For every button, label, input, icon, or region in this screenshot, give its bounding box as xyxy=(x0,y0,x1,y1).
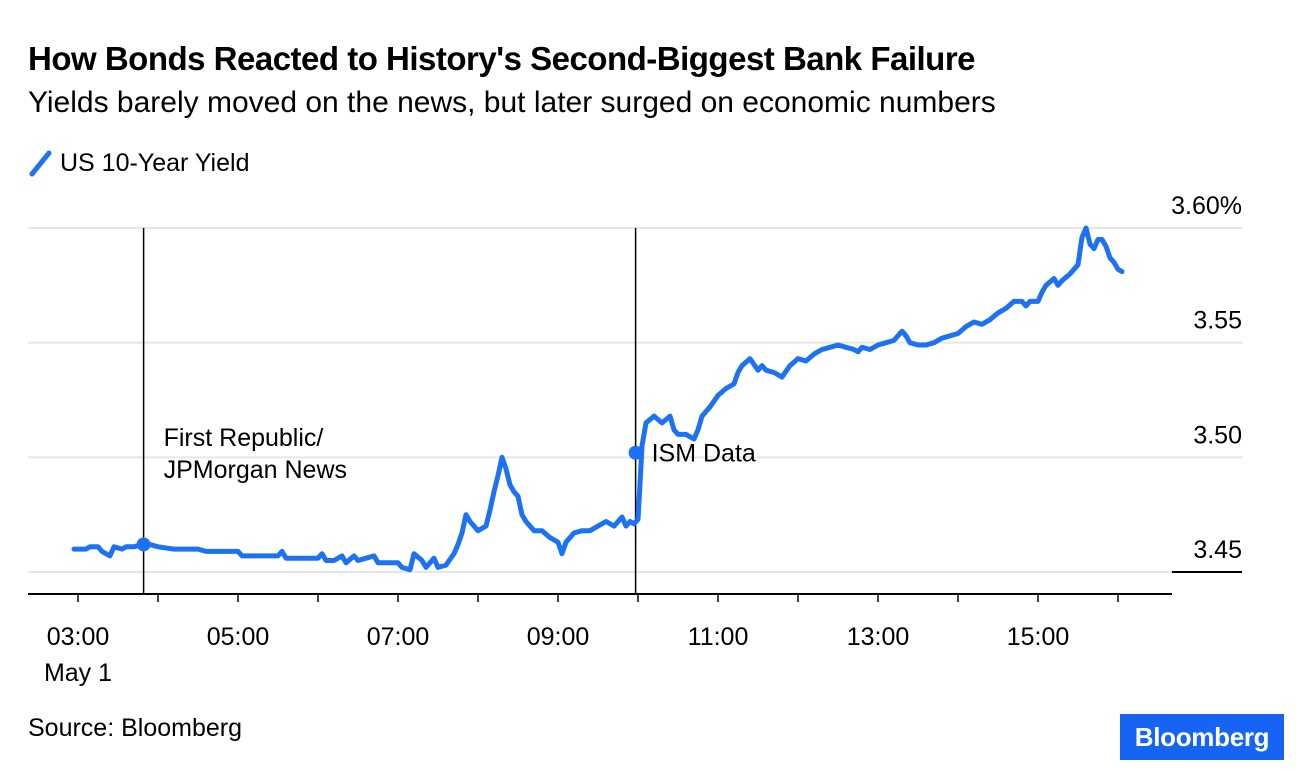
y-tick-label: 3.45 xyxy=(1193,536,1242,564)
annotation-label: First Republic/ xyxy=(164,424,324,452)
series-line-us-10-year-yield xyxy=(71,225,1125,573)
annotation-label: ISM Data xyxy=(652,440,756,468)
x-tick-label: 11:00 xyxy=(688,623,749,651)
x-tick-label: 15:00 xyxy=(1007,623,1070,651)
x-tick-sublabel: May 1 xyxy=(44,659,112,687)
x-tick-label: 03:00 xyxy=(47,623,110,651)
annotation-marker xyxy=(628,445,643,460)
legend-label: US 10-Year Yield xyxy=(60,148,250,177)
x-tick-label: 07:00 xyxy=(367,623,430,651)
source-note: Source: Bloomberg xyxy=(28,714,243,742)
annotations: First Republic/JPMorgan News ISM Data xyxy=(136,424,756,552)
y-tick-label: 3.55 xyxy=(1193,307,1242,335)
legend-swatch-icon xyxy=(29,150,52,177)
bloomberg-logo: Bloomberg xyxy=(1120,714,1284,760)
y-tick-label: 3.60% xyxy=(1171,192,1242,220)
y-tick-label: 3.50 xyxy=(1193,421,1242,449)
x-axis: 03:00 May 1 05:00 07:00 09:00 11:00 13:00 15:00 xyxy=(28,593,1172,687)
series-layer xyxy=(71,225,1125,573)
annotation-lines xyxy=(142,228,637,594)
chart-title: How Bonds Reacted to History's Second-Bi… xyxy=(28,40,976,77)
x-tick-label: 13:00 xyxy=(847,623,910,651)
y-axis: 3.45 3.50 3.55 3.60% xyxy=(1171,192,1242,564)
x-tick-label: 05:00 xyxy=(207,623,270,651)
annotation-label: JPMorgan News xyxy=(164,456,347,484)
chart-subtitle: Yields barely moved on the news, but lat… xyxy=(28,86,996,119)
x-tick-label: 09:00 xyxy=(527,623,590,651)
legend: US 10-Year Yield xyxy=(28,148,249,178)
annotation-marker xyxy=(136,537,151,552)
